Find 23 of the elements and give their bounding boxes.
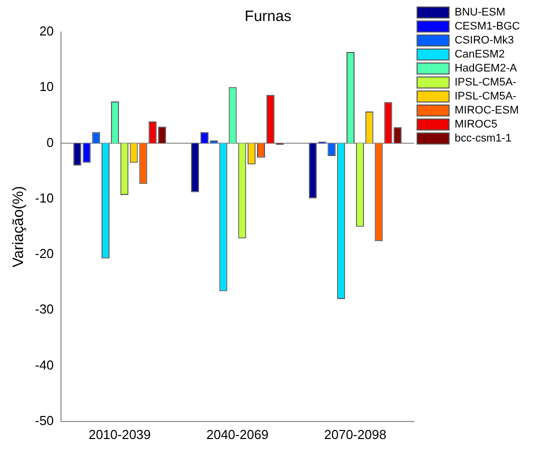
legend-label: IPSL-CM5A-: [454, 76, 517, 89]
legend-label: bcc-csm1-1: [454, 132, 512, 145]
y-tick-label: -50: [34, 412, 54, 428]
y-tick-label: 0: [46, 134, 54, 150]
y-tick-label: -40: [34, 357, 54, 372]
legend-label: HadGEM2-A: [454, 62, 518, 75]
legend-label: CESM1-BGC: [454, 20, 520, 33]
y-tick-label: 10: [39, 79, 54, 94]
y-axis-title: Variação(%): [10, 186, 28, 268]
y-tick-label: -20: [34, 246, 54, 262]
y-tick-label: -30: [34, 302, 54, 317]
legend-label: BNU-ESM: [454, 6, 506, 19]
x-tick-label: 2070-2098: [324, 426, 386, 442]
y-tick-label: 20: [39, 24, 54, 39]
legend-label: CSIRO-Mk3: [454, 34, 514, 47]
legend-label: MIROC5: [454, 118, 498, 131]
y-tick-label: -10: [34, 190, 54, 206]
legend-label: CanESM2: [454, 48, 505, 61]
x-tick-label: 2040-2069: [206, 426, 269, 442]
legend-label: IPSL-CM5A-: [454, 90, 517, 103]
chart-title: Furnas: [244, 8, 292, 26]
x-tick-label: 2010-2039: [88, 426, 151, 442]
legend-label: MIROC-ESM: [454, 104, 519, 117]
